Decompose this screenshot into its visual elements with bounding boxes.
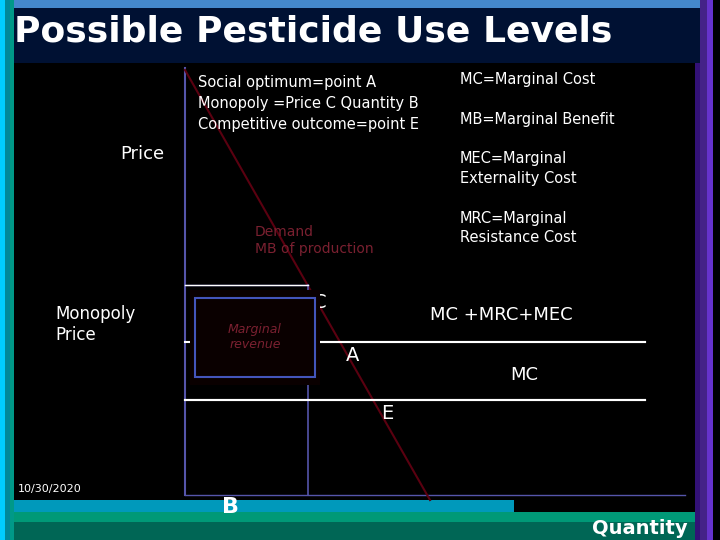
- Text: E: E: [381, 404, 393, 423]
- Bar: [700, 0, 707, 540]
- Text: Quantity: Quantity: [592, 518, 688, 537]
- Bar: [695, 0, 700, 540]
- Text: Price: Price: [120, 145, 164, 163]
- Text: Demand
MB of production: Demand MB of production: [255, 225, 374, 256]
- Bar: [14, 512, 695, 522]
- Text: A: A: [346, 346, 359, 365]
- Text: 10/30/2020: 10/30/2020: [18, 484, 82, 494]
- Text: MC: MC: [510, 366, 538, 384]
- Bar: [14, 0, 700, 8]
- Text: B: B: [222, 497, 238, 517]
- Text: Monopoly
Price: Monopoly Price: [55, 305, 135, 344]
- Text: Social optimum=point A
Monopoly =Price C Quantity B
Competitive outcome=point E: Social optimum=point A Monopoly =Price C…: [198, 75, 419, 132]
- Bar: [5, 0, 10, 540]
- Text: Possible Pesticide Use Levels: Possible Pesticide Use Levels: [14, 15, 613, 49]
- Text: MC +MRC+MEC: MC +MRC+MEC: [430, 306, 572, 324]
- Text: Marginal
revenue: Marginal revenue: [228, 323, 282, 352]
- Bar: [14, 8, 700, 16]
- Bar: [14, 8, 700, 63]
- Bar: [195, 298, 315, 377]
- Text: C: C: [312, 293, 326, 312]
- Bar: [14, 522, 695, 540]
- Bar: [0, 0, 5, 540]
- Text: MC=Marginal Cost

MB=Marginal Benefit

MEC=Marginal
Externality Cost

MRC=Margin: MC=Marginal Cost MB=Marginal Benefit MEC…: [460, 72, 615, 245]
- Bar: [14, 500, 514, 512]
- Bar: [190, 290, 320, 385]
- Bar: [10, 0, 14, 540]
- Bar: [707, 0, 713, 540]
